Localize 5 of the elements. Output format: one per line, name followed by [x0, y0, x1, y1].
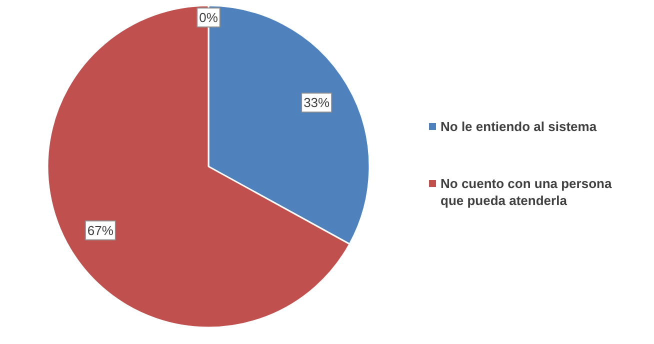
legend-label: No le entiendo al sistema [440, 119, 598, 134]
legend-label: No cuento con una persona que pueda atenderla [440, 176, 612, 208]
text: 0% [199, 10, 218, 25]
data-label: 67% [87, 222, 114, 238]
data-label: 33% [304, 95, 330, 110]
